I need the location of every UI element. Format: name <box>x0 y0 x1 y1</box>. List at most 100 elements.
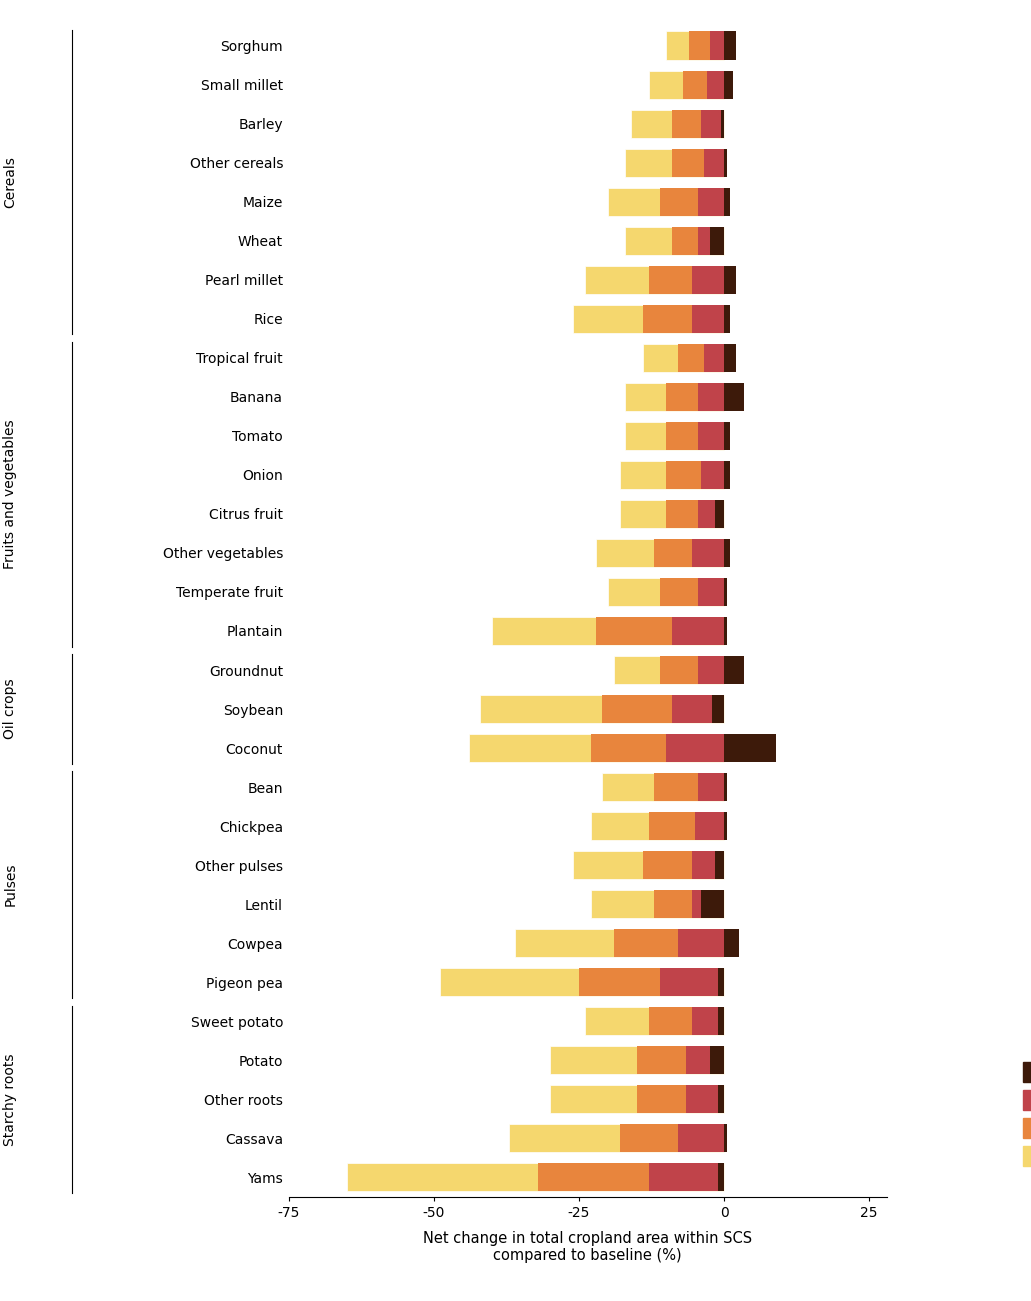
Bar <box>626 148 724 177</box>
Bar <box>692 890 724 919</box>
Bar <box>585 265 724 294</box>
Bar <box>724 382 744 411</box>
Bar <box>480 695 724 723</box>
Bar <box>724 422 730 450</box>
Bar <box>626 422 724 450</box>
Bar <box>724 539 730 567</box>
Bar <box>719 1085 724 1114</box>
Bar <box>648 1163 724 1192</box>
X-axis label: Net change in total cropland area within SCS
compared to baseline (%): Net change in total cropland area within… <box>423 1231 753 1263</box>
Bar <box>677 929 724 958</box>
Bar <box>724 187 730 216</box>
Bar <box>585 1007 724 1036</box>
Bar <box>724 31 736 60</box>
Bar <box>684 70 724 99</box>
Bar <box>596 617 724 645</box>
Bar <box>648 265 724 294</box>
Bar <box>724 1124 727 1153</box>
Bar <box>719 1163 724 1192</box>
Bar <box>724 304 730 333</box>
Text: Fruits and vegetables: Fruits and vegetables <box>3 419 18 570</box>
Bar <box>655 539 724 567</box>
Text: Oil crops: Oil crops <box>3 679 18 739</box>
Bar <box>724 929 738 958</box>
Bar <box>724 773 727 801</box>
Bar <box>709 226 724 255</box>
Bar <box>346 1163 724 1192</box>
Bar <box>666 382 724 411</box>
Bar <box>692 265 724 294</box>
Bar <box>724 265 736 294</box>
Bar <box>550 1085 724 1114</box>
Text: Cereals: Cereals <box>3 156 18 208</box>
Bar <box>701 109 724 138</box>
Bar <box>724 656 744 684</box>
Bar <box>648 1007 724 1036</box>
Bar <box>672 695 724 723</box>
Bar <box>695 812 724 840</box>
Text: Starchy roots: Starchy roots <box>3 1053 18 1146</box>
Bar <box>620 1124 724 1153</box>
Bar <box>591 890 724 919</box>
Bar <box>724 343 736 372</box>
Bar <box>692 539 724 567</box>
Bar <box>672 226 724 255</box>
Bar <box>602 773 724 801</box>
Bar <box>642 343 724 372</box>
Bar <box>516 929 724 958</box>
Bar <box>704 343 724 372</box>
Bar <box>660 187 724 216</box>
Bar <box>642 304 724 333</box>
Legend: 1.5 °C, 2 °C, 3 °C, 4 °C: 1.5 °C, 2 °C, 3 °C, 4 °C <box>1024 1023 1031 1166</box>
Bar <box>509 1124 724 1153</box>
Bar <box>608 578 724 606</box>
Bar <box>704 148 724 177</box>
Bar <box>724 148 727 177</box>
Bar <box>677 1124 724 1153</box>
Bar <box>719 1007 724 1036</box>
Text: Pulses: Pulses <box>3 863 18 907</box>
Bar <box>716 500 724 528</box>
Bar <box>672 617 724 645</box>
Bar <box>698 500 724 528</box>
Bar <box>655 773 724 801</box>
Bar <box>724 70 733 99</box>
Bar <box>620 500 724 528</box>
Bar <box>596 539 724 567</box>
Bar <box>701 461 724 489</box>
Bar <box>698 773 724 801</box>
Bar <box>655 890 724 919</box>
Bar <box>666 500 724 528</box>
Bar <box>608 187 724 216</box>
Bar <box>637 1046 724 1075</box>
Bar <box>613 929 724 958</box>
Bar <box>613 656 724 684</box>
Bar <box>631 109 724 138</box>
Bar <box>591 734 724 762</box>
Bar <box>573 304 724 333</box>
Bar <box>706 70 724 99</box>
Bar <box>690 31 724 60</box>
Bar <box>666 422 724 450</box>
Bar <box>573 851 724 879</box>
Bar <box>626 382 724 411</box>
Bar <box>666 734 724 762</box>
Bar <box>666 31 724 60</box>
Bar <box>698 382 724 411</box>
Bar <box>648 70 724 99</box>
Bar <box>672 109 724 138</box>
Bar <box>698 187 724 216</box>
Bar <box>666 461 724 489</box>
Bar <box>712 695 724 723</box>
Bar <box>642 851 724 879</box>
Bar <box>722 109 724 138</box>
Bar <box>660 656 724 684</box>
Bar <box>648 812 724 840</box>
Bar <box>724 461 730 489</box>
Bar <box>692 304 724 333</box>
Bar <box>660 578 724 606</box>
Bar <box>626 226 724 255</box>
Bar <box>716 851 724 879</box>
Bar <box>550 1046 724 1075</box>
Bar <box>724 812 727 840</box>
